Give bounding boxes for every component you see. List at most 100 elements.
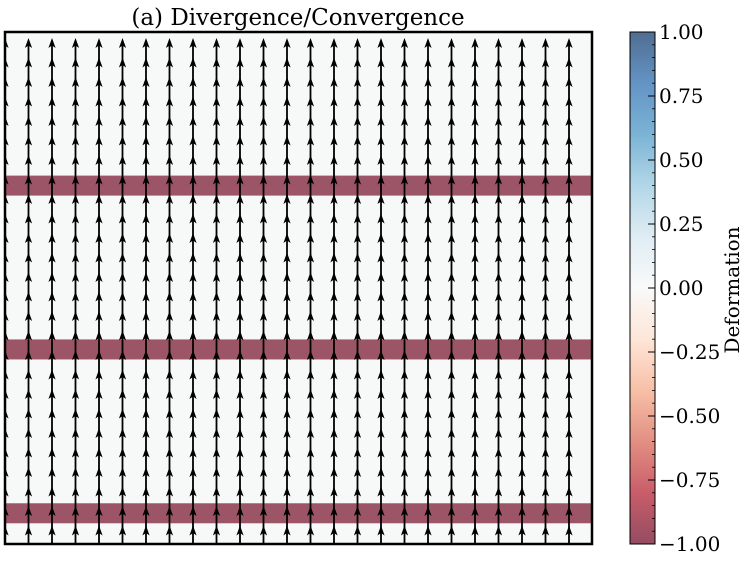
arrow-head: [283, 252, 291, 263]
arrow-head: [212, 486, 221, 497]
arrow-head: [306, 408, 315, 419]
arrow-head: [494, 96, 503, 107]
arrow-head: [541, 272, 550, 282]
arrow-head: [236, 311, 244, 321]
arrow-head: [142, 291, 150, 302]
arrow-head: [518, 194, 526, 204]
arrow-head: [565, 389, 573, 399]
arrow-head: [165, 525, 174, 536]
arrow-head: [165, 408, 174, 419]
arrow-head: [95, 174, 103, 185]
arrow-head: [283, 467, 291, 477]
arrow-head: [259, 330, 268, 341]
arrow-head: [142, 447, 150, 458]
arrow-head: [236, 77, 244, 87]
colorbar-tick-label: −0.25: [659, 340, 720, 364]
arrow-head: [471, 116, 479, 126]
arrow-head: [189, 525, 197, 536]
arrow-head: [118, 57, 127, 68]
colorbar-label: Deformation: [720, 226, 744, 353]
arrow-head: [330, 389, 338, 399]
arrow-head: [447, 213, 456, 224]
arrow-head: [377, 252, 385, 263]
arrow-head: [283, 330, 291, 341]
arrow-head: [48, 467, 56, 477]
arrow-head: [494, 428, 503, 438]
arrow-head: [330, 38, 338, 48]
arrow-head: [541, 77, 550, 87]
arrow-head: [236, 389, 244, 399]
arrow-head: [71, 389, 80, 399]
arrow-head: [212, 135, 221, 146]
arrow-head: [518, 116, 526, 126]
arrow-head: [71, 506, 80, 516]
arrow-head: [518, 233, 526, 243]
arrow-head: [48, 389, 56, 399]
arrow-head: [283, 57, 291, 68]
arrow-head: [236, 135, 244, 146]
arrow-head: [48, 233, 56, 243]
arrow-head: [236, 369, 244, 380]
arrow-head: [541, 194, 550, 204]
arrow-head: [118, 525, 127, 536]
arrow-head: [165, 116, 174, 126]
arrow-head: [565, 135, 573, 146]
chart-title: (a) Divergence/Convergence: [131, 5, 464, 31]
arrow-head: [48, 311, 56, 321]
arrow-head: [95, 96, 103, 107]
arrow-head: [259, 369, 268, 380]
arrow-head: [212, 213, 221, 224]
arrow-head: [400, 135, 409, 146]
arrow-head: [118, 135, 127, 146]
arrow-head: [142, 174, 150, 185]
arrow-head: [142, 155, 150, 165]
plot-background: [5, 32, 592, 544]
arrow-head: [189, 408, 197, 419]
arrow-head: [306, 96, 315, 107]
arrow-head: [48, 155, 56, 165]
arrow-head: [118, 38, 127, 48]
arrow-head: [400, 525, 409, 536]
arrow-column: [259, 38, 268, 544]
arrow-head: [400, 428, 409, 438]
arrow-head: [24, 77, 33, 87]
arrow-head: [565, 252, 573, 263]
arrow-head: [565, 408, 573, 419]
arrow-head: [424, 194, 432, 204]
arrow-head: [471, 350, 479, 360]
arrow-head: [259, 233, 268, 243]
arrow-head: [118, 194, 127, 204]
arrow-head: [142, 506, 150, 516]
arrow-head: [24, 428, 33, 438]
arrow-head: [377, 350, 385, 360]
arrow-head: [377, 233, 385, 243]
arrow-head: [330, 447, 338, 458]
arrow-head: [283, 291, 291, 302]
arrow-head: [24, 194, 33, 204]
arrow-head: [447, 428, 456, 438]
arrow-head: [259, 506, 268, 516]
colorbar-tick-label: −1.00: [659, 532, 720, 556]
arrow-head: [565, 116, 573, 126]
arrow-head: [353, 486, 362, 497]
arrow-head: [236, 486, 244, 497]
arrow-head: [424, 252, 432, 263]
arrow-head: [424, 272, 432, 282]
arrow-head: [236, 213, 244, 224]
arrow-head: [236, 467, 244, 477]
arrow-head: [142, 311, 150, 321]
arrow-head: [236, 330, 244, 341]
arrow-head: [565, 194, 573, 204]
arrow-head: [471, 213, 479, 224]
arrow-head: [565, 174, 573, 185]
arrow-head: [212, 506, 221, 516]
arrow-head: [142, 369, 150, 380]
arrow-head: [142, 194, 150, 204]
arrow-head: [400, 486, 409, 497]
arrow-head: [400, 174, 409, 185]
arrow-head: [330, 272, 338, 282]
arrow-head: [71, 447, 80, 458]
arrow-head: [565, 272, 573, 282]
arrow-head: [377, 506, 385, 516]
arrow-head: [142, 525, 150, 536]
